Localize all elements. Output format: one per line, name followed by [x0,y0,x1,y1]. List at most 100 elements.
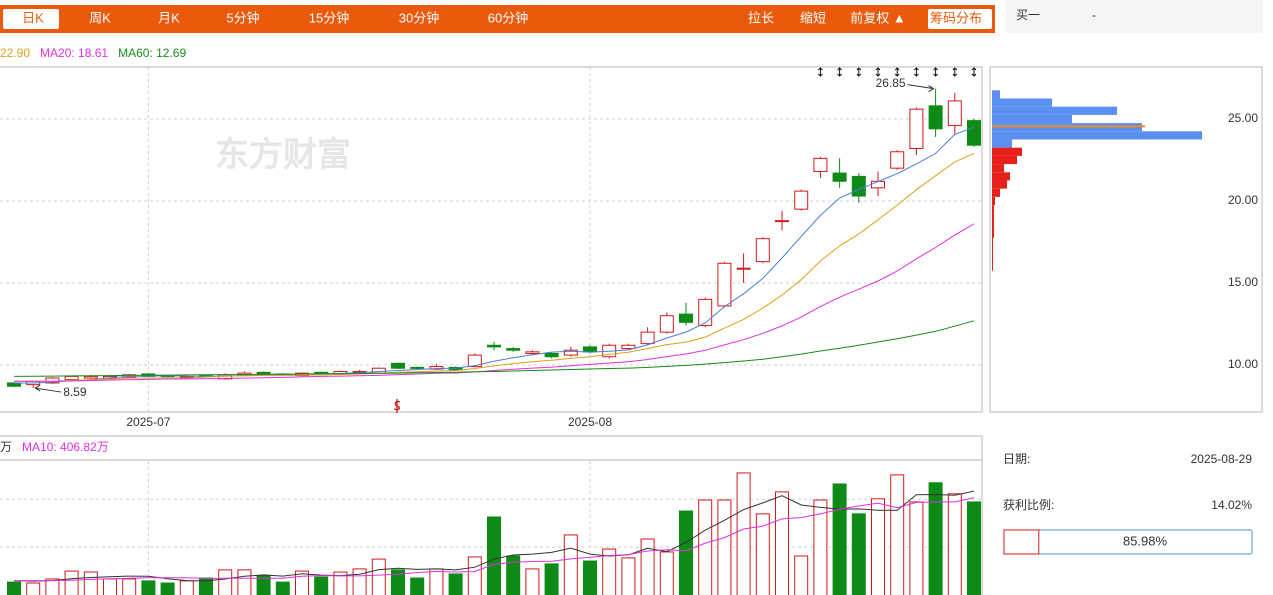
candle-body [64,375,79,381]
profit-value: 14.02% [1211,498,1252,512]
candle-body [525,351,540,354]
toolbar-button[interactable]: 筹码分布 [930,10,982,25]
volume-bar [275,581,290,595]
candle-body [871,180,885,189]
volume-bar [122,578,137,595]
candle-body [544,352,559,358]
volume-bar [371,558,386,595]
volume-bar [467,556,482,595]
chip-bar [992,221,994,230]
candle-body [909,108,924,149]
toolbar-button[interactable]: 日K [22,10,44,25]
toolbar-button[interactable]: 60分钟 [488,10,528,25]
volume-bar [26,582,41,595]
volume-bar [755,513,770,595]
volume-bar [64,570,79,595]
candle-body [928,105,943,130]
volume-bar [83,571,98,595]
button-bg [928,9,992,29]
candle-body [487,344,501,348]
volume-bar [314,576,329,595]
chip-panel [989,66,1263,413]
signal-icon [933,67,938,77]
chip-bar [992,114,1072,124]
toolbar-button[interactable]: 5分钟 [226,10,259,25]
legend-entry: 22.90 [0,46,30,60]
candle-body [755,238,770,263]
volume-bar [218,569,233,595]
toolbar-button[interactable]: 15分钟 [309,10,349,25]
candle-body [371,367,386,374]
volume-bar [429,568,444,595]
signal-icon [818,67,823,77]
price-panel [0,66,983,413]
volume-bar [679,510,693,595]
chip-bar [992,213,994,222]
candle-body [506,348,521,351]
volume-bar [237,569,252,595]
bid-label: 买一 [1016,8,1040,22]
profit-bar [1003,529,1040,555]
volume-bar [794,555,809,595]
toolbar-button[interactable]: 缩短 [800,10,826,25]
volume-bar [583,560,597,595]
high-annotation: 26.85 [876,76,906,90]
volume-bar [890,474,905,595]
legend-entry: MA20: 18.61 [40,46,108,60]
y-tick-label: 10.00 [1228,357,1258,371]
volume-bar [45,578,60,595]
candle-body [813,157,828,172]
candle-body [775,220,789,223]
candle-body [679,313,693,323]
ma-line [13,320,975,377]
watermark: 东方财富 [215,135,351,174]
toolbar-button[interactable]: 前复权 ▲ [850,10,905,25]
chip-bar [992,131,1202,140]
low-arrow [34,384,62,393]
volume-ma-line [14,497,975,582]
volume-bar [851,513,866,595]
signal-icon [894,67,900,77]
volume-bar [179,580,194,595]
signal-icon [856,67,862,77]
toolbar-button[interactable]: 月K [158,10,180,25]
legend-entry: MA10: 406.82万 [22,440,109,454]
volume-bar [832,483,847,595]
volume-bar [659,551,674,595]
volume-bar [544,563,559,595]
button-bg [3,9,59,29]
high-arrow [907,84,935,93]
bid-panel [1005,0,1263,33]
toolbar [0,5,995,33]
chip-bar [992,147,1022,156]
volume-bar [775,491,789,595]
volume-bar [563,534,578,595]
chip-bar [992,164,1004,173]
profit-label: 获利比例: [1003,498,1054,512]
chip-bar [992,139,1012,148]
candle-body [659,315,674,333]
volume-bar [967,501,981,595]
candle-body [467,354,482,368]
volume-bar [698,499,713,595]
toolbar-button[interactable]: 30分钟 [399,10,439,25]
chip-bar [992,90,1000,99]
candle-body [794,190,809,210]
toolbar-button[interactable]: 拉长 [748,10,774,25]
chip-bar [992,106,1117,115]
toolbar-button[interactable]: 周K [89,10,111,25]
signal-icon [971,67,977,77]
candle-body [967,120,981,146]
chip-bar [992,172,1010,181]
candle-body [45,377,60,384]
candle-body [890,151,905,169]
candle-body [717,262,732,307]
volume-bar [103,578,117,595]
chip-bar [992,188,1000,197]
signal-markers [818,67,977,77]
candle-body [410,366,425,369]
volume-bar [7,581,21,595]
candle-body [832,172,847,182]
volume-bar [391,569,405,595]
